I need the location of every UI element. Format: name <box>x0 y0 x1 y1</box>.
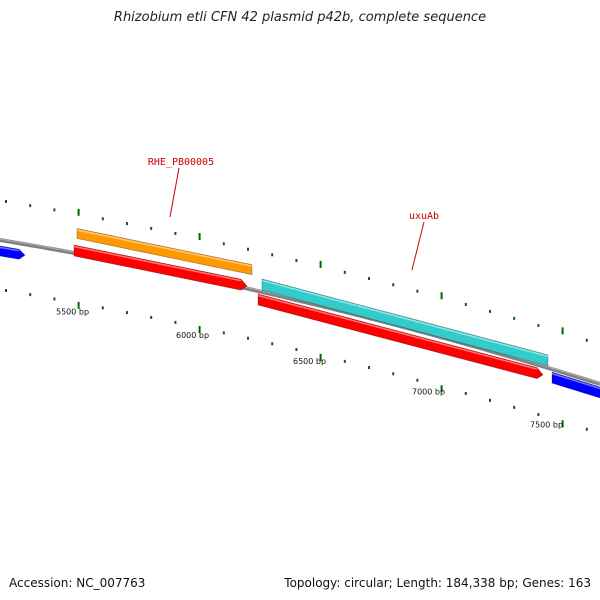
scale-label: 7000 bp <box>412 387 445 396</box>
gene-rhe-pb00005 <box>76 228 253 276</box>
topology-summary: Topology: circular; Length: 184,338 bp; … <box>284 576 591 590</box>
scale-label: 5500 bp <box>56 308 89 317</box>
gene-blue-right-shine <box>551 372 600 390</box>
gene-label-uxuab: uxuAb <box>409 211 439 222</box>
gene-red-1-shine <box>73 245 242 282</box>
map-title: Rhizobium etli CFN 42 plasmid p42b, comp… <box>113 10 487 25</box>
scale-label: 6500 bp <box>293 357 326 366</box>
gene-blue-left-shine <box>0 246 20 252</box>
scale-label: 6000 bp <box>176 331 209 340</box>
gene-rhe-pb00005-shine <box>76 229 253 267</box>
gene-red-2 <box>257 293 544 379</box>
gene-red-2-shine <box>257 294 538 370</box>
label-leader-uxuab <box>411 221 425 271</box>
gene-uxuab-shine <box>261 279 549 358</box>
scale-label: 7500 bp <box>530 421 563 430</box>
gene-blue-left <box>0 245 26 260</box>
label-leader-rhe-pb00005 <box>169 167 180 218</box>
gene-blue-right <box>551 371 600 399</box>
gene-red-1 <box>73 244 248 291</box>
gene-label-rhe-pb00005: RHE_PB00005 <box>148 157 214 168</box>
accession-text: Accession: NC_007763 <box>9 576 146 590</box>
gene-uxuab <box>261 278 549 367</box>
